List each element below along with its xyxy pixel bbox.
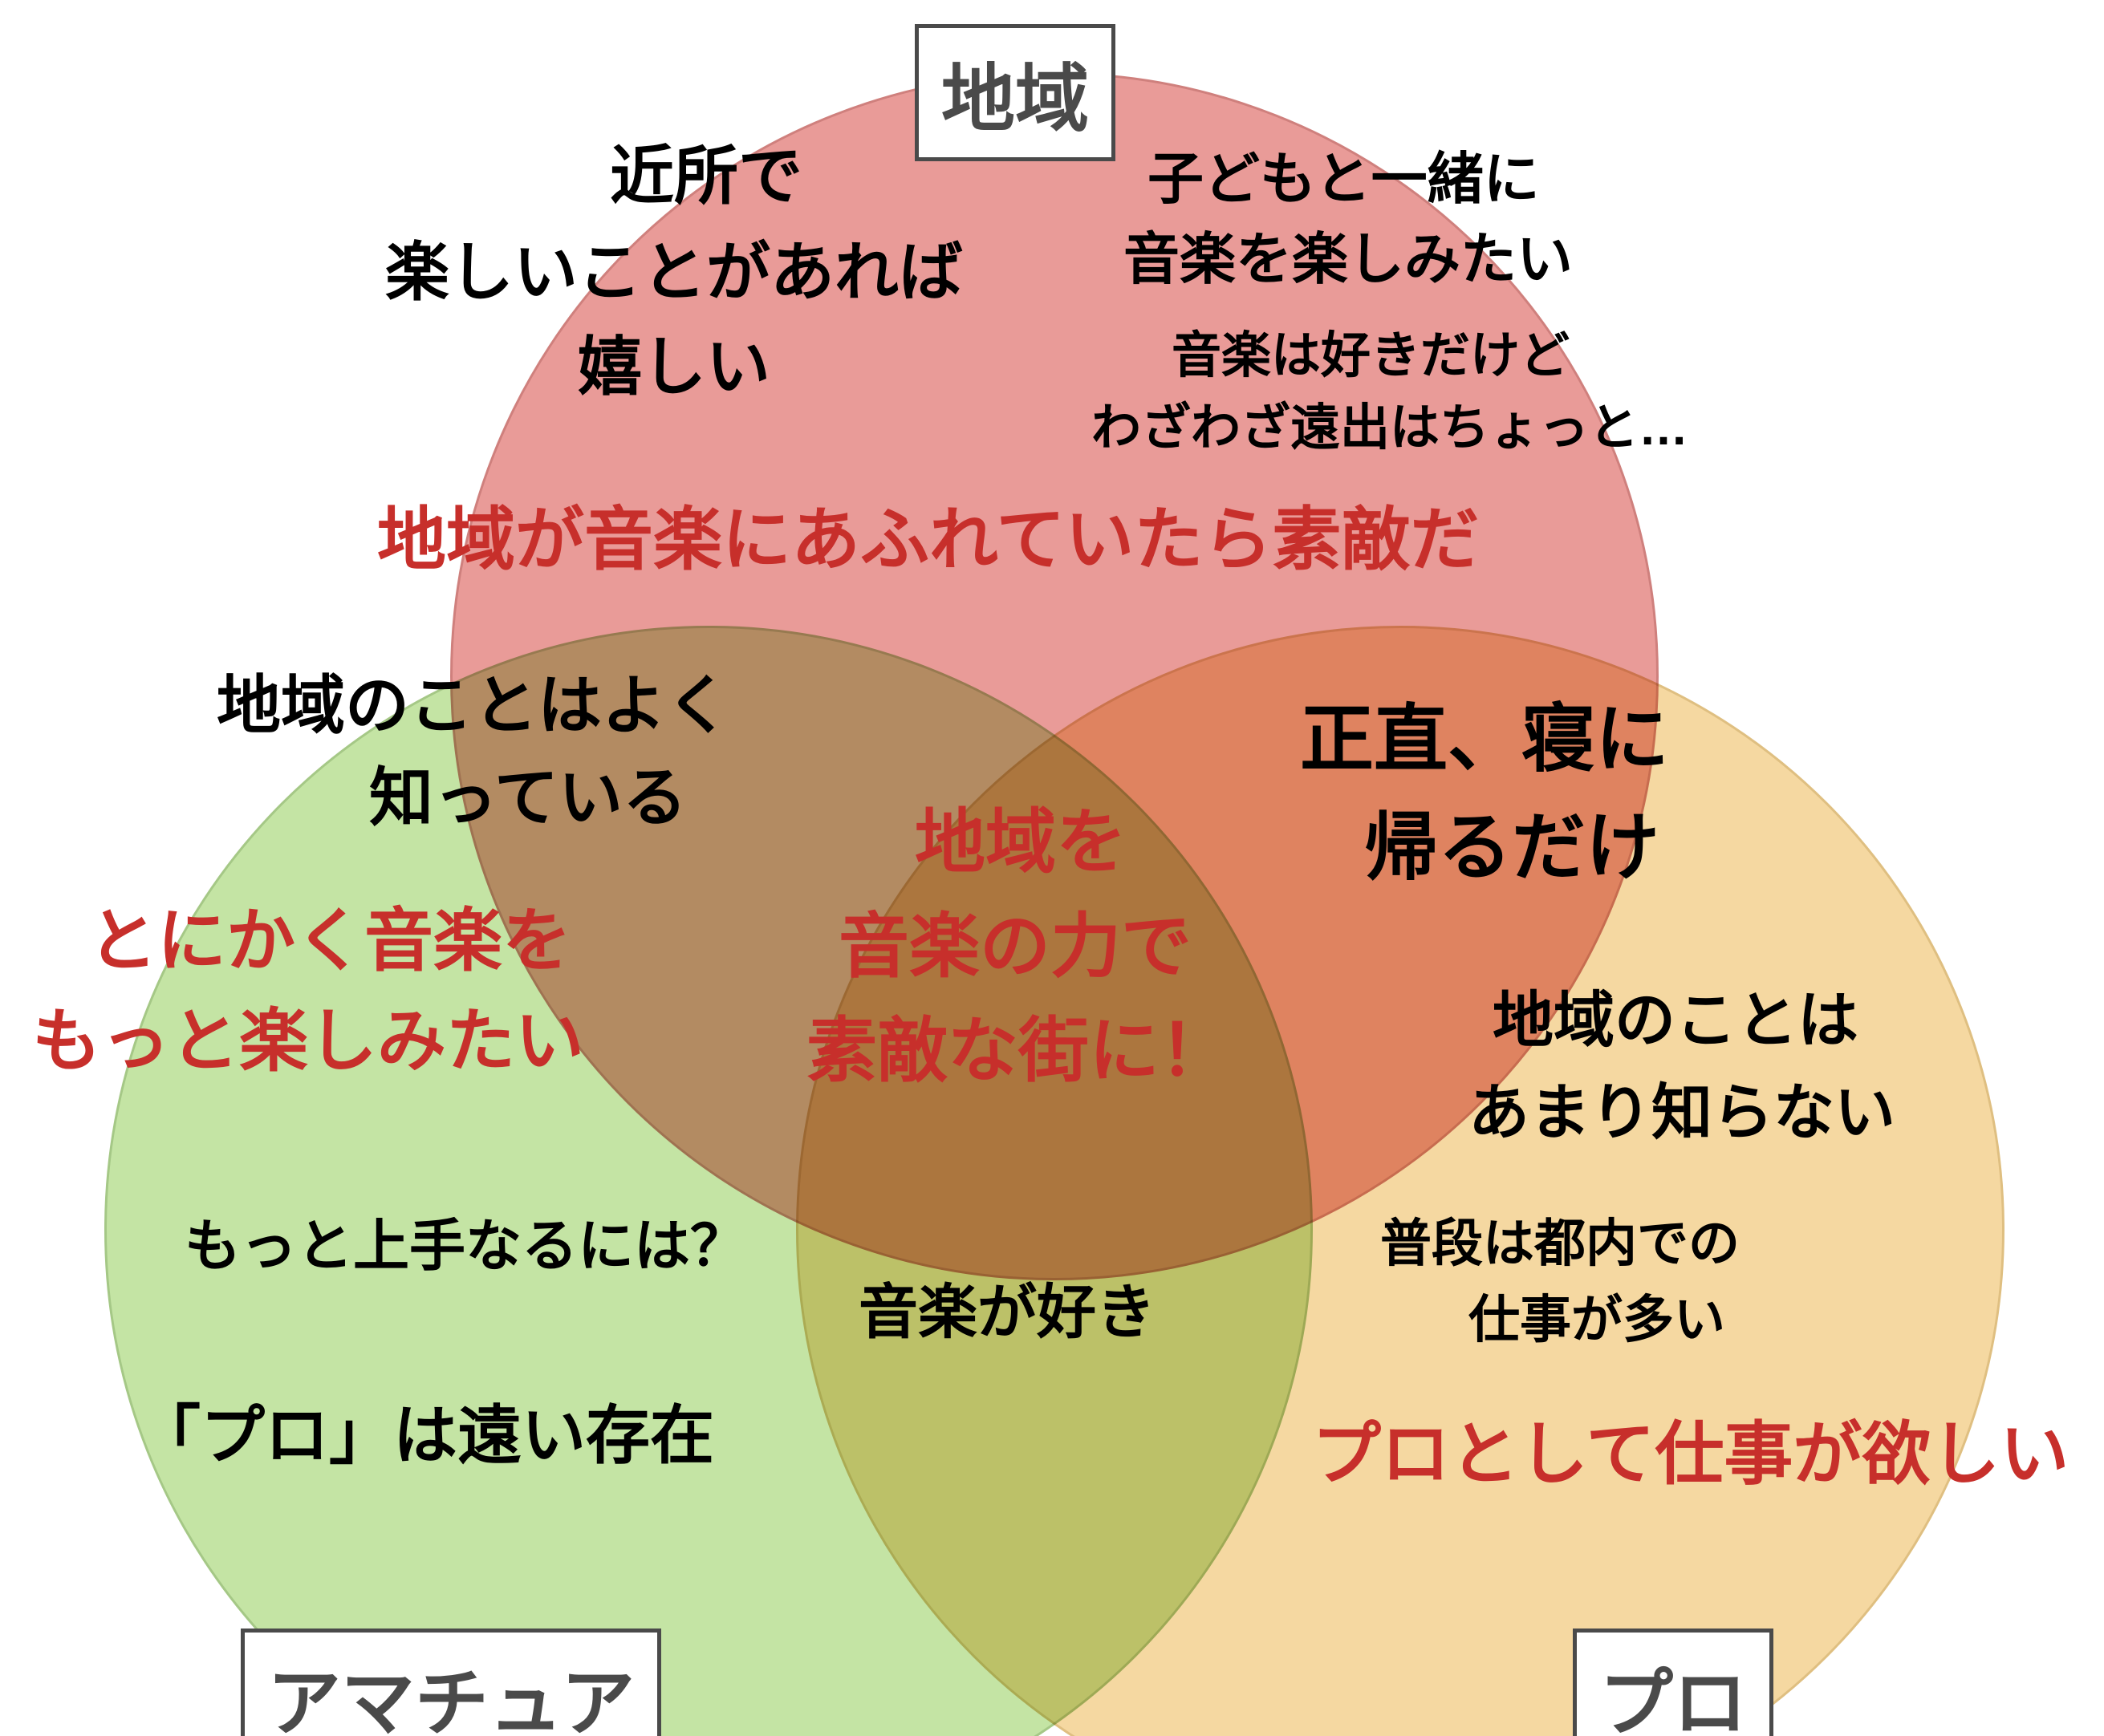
venn-text-top-left-3: 嬉しい (578, 327, 770, 408)
category-label-top: 地域 (915, 24, 1115, 161)
venn-text-right-3: 普段は都内での (1380, 1211, 1740, 1276)
venn-text-top-right-2: 音楽を楽しみたい (1123, 225, 1573, 295)
venn-text-top-right-1: 子どもと一緒に (1147, 144, 1540, 215)
venn-text-right-1: 地域のことは (1493, 983, 1858, 1059)
venn-text-left-red-2: もっと楽しみたい (32, 999, 584, 1085)
venn-text-left-overlap-1: 地域のことはよく (217, 666, 730, 746)
venn-text-left-red-1: とにかく音楽を (88, 898, 571, 985)
venn-text-top-left-2: 楽しいことがあれば (385, 233, 963, 313)
venn-text-left-overlap-2: 知っている (369, 758, 687, 838)
venn-text-left-3: もっと上手なるには？ (185, 1211, 746, 1282)
venn-text-bottom-center: 音楽が好き (859, 1276, 1156, 1350)
venn-text-center-3: 素敵な街に！ (806, 1007, 1230, 1095)
venn-text-center-2: 音楽の力で (839, 902, 1192, 991)
venn-text-center-1: 地域を (915, 798, 1127, 886)
category-label-right: プロ (1573, 1629, 1773, 1736)
venn-text-right-4: 仕事が多い (1468, 1288, 1725, 1352)
venn-text-right-overlap-2: 帰るだけ (1364, 802, 1659, 894)
category-label-left-text: アマチュア (267, 1644, 635, 1736)
venn-text-right-red: プロとして仕事が欲しい (1312, 1412, 2069, 1499)
category-label-right-text: プロ (1599, 1644, 1747, 1736)
category-label-top-text: 地域 (941, 39, 1089, 146)
venn-diagram: 地域 アマチュア プロ 近所で楽しいことがあれば嬉しい 子どもと一緒に音楽を楽しみ… (0, 0, 2104, 1736)
venn-text-top-right-3: 音楽は好きだけど (1172, 325, 1570, 387)
venn-text-top-red: 地域が音楽にあふれていたら素敵だ (377, 497, 1479, 584)
venn-text-right-2: あまり知らない (1468, 1075, 1895, 1151)
venn-text-right-overlap-1: 正直、寝に (1300, 694, 1669, 786)
venn-text-top-left-1: 近所で (610, 136, 802, 217)
venn-text-left-4: 「プロ」は遠い存在 (136, 1396, 714, 1476)
venn-text-top-right-4: わざわざ遠出はちょっと… (1091, 397, 1688, 460)
category-label-left: アマチュア (241, 1629, 661, 1736)
